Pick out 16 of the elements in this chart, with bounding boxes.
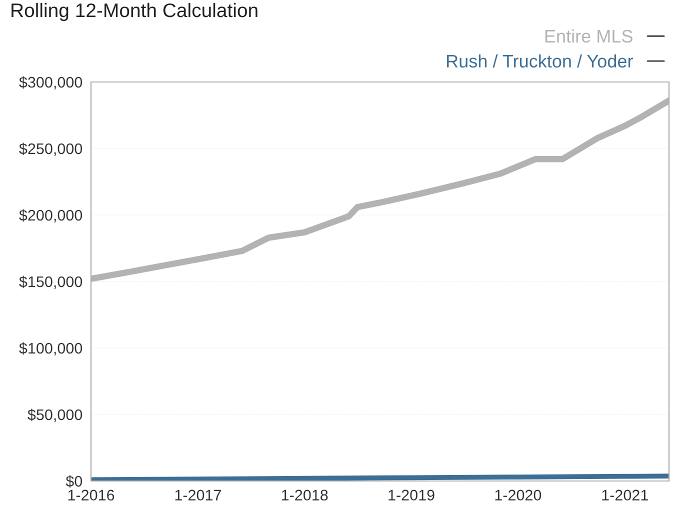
y-tick-label: $150,000 bbox=[19, 276, 82, 289]
y-tick-label: $50,000 bbox=[28, 408, 82, 422]
y-tick-label: $0 bbox=[66, 475, 82, 488]
y-tick-label: $200,000 bbox=[19, 209, 82, 222]
text: Entire MLS bbox=[545, 29, 632, 43]
x-tick-label: 1-2019 bbox=[388, 490, 434, 501]
text: Rush / Truckton / Yoder bbox=[447, 54, 633, 68]
y-tick-label: $250,000 bbox=[19, 142, 82, 156]
y-tick-label: $300,000 bbox=[19, 76, 82, 90]
x-tick-label: 1-2021 bbox=[602, 490, 648, 501]
chart-title: Rolling 12-Month Calculation bbox=[12, 2, 258, 22]
x-tick-label: 1-2016 bbox=[68, 490, 114, 501]
x-tick-label: 1-2017 bbox=[175, 490, 221, 501]
x-tick-label: 1-2020 bbox=[495, 490, 542, 501]
y-tick-label: $100,000 bbox=[19, 342, 82, 356]
x-tick-label: 1-2018 bbox=[282, 490, 328, 501]
